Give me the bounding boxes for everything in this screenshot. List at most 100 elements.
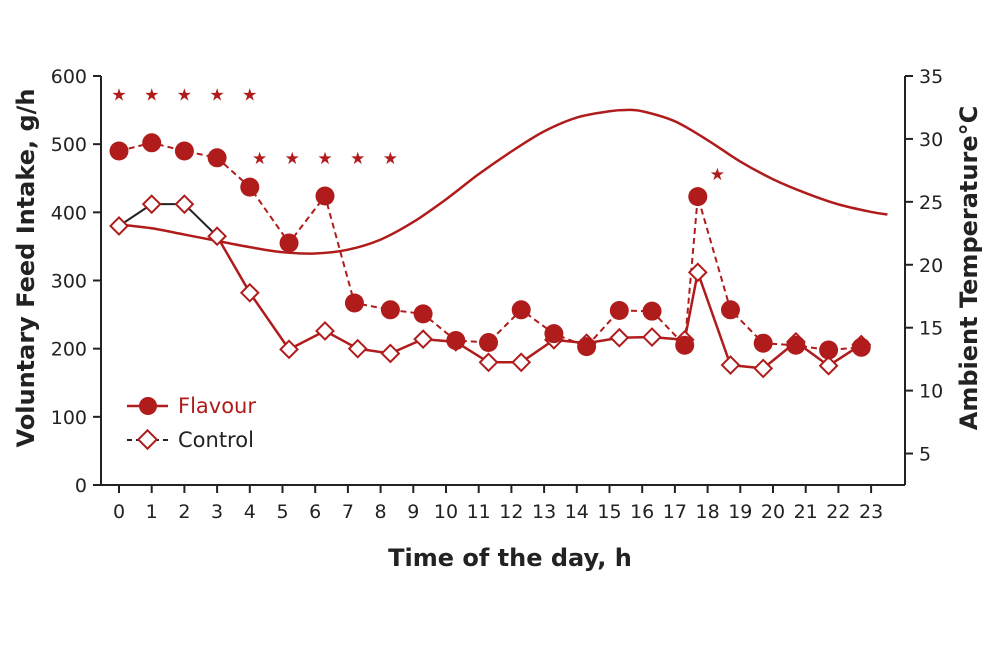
x-tick-label: 22 xyxy=(826,501,850,523)
legend-flavour-label: Flavour xyxy=(178,394,256,418)
control-point xyxy=(380,343,401,364)
x-tick-label: 0 xyxy=(113,501,125,523)
y-tick-label: 300 xyxy=(51,271,87,293)
flavour-point xyxy=(344,293,364,313)
significance-star: ★ xyxy=(177,85,192,105)
legend: Flavour Control xyxy=(127,394,256,452)
control-point xyxy=(347,338,368,359)
flavour-point xyxy=(413,304,433,324)
significance-star: ★ xyxy=(350,149,365,169)
flavour-point xyxy=(479,333,499,353)
y-tick-label: 400 xyxy=(51,202,87,224)
x-tick-label: 20 xyxy=(761,501,785,523)
control-point xyxy=(109,216,129,236)
flavour-point xyxy=(786,335,806,355)
flavour-point xyxy=(675,335,695,355)
control-point xyxy=(279,339,299,360)
x-tick-label: 14 xyxy=(565,501,589,523)
x-tick-label: 17 xyxy=(663,501,687,523)
flavour-point xyxy=(753,333,773,353)
significance-star: ★ xyxy=(710,165,725,185)
significance-star: ★ xyxy=(317,149,332,169)
flavour-point xyxy=(279,233,299,253)
y2-tick-label: 20 xyxy=(919,255,943,277)
flavour-point xyxy=(240,177,260,197)
significance-star: ★ xyxy=(242,85,257,105)
y-tick-label: 500 xyxy=(51,134,87,156)
control-point xyxy=(753,358,774,379)
flavour-point xyxy=(688,187,708,207)
x-tick-label: 18 xyxy=(696,501,720,523)
x-tick-label: 8 xyxy=(375,501,387,523)
x-tick-label: 2 xyxy=(178,501,190,523)
significance-markers: ★ ★ ★ ★ ★ ★ ★ ★ ★ ★ ★ xyxy=(111,85,725,185)
control-point xyxy=(511,352,532,373)
x-tick-label: 19 xyxy=(728,501,752,523)
flavour-point xyxy=(819,340,839,360)
x-tick-label: 3 xyxy=(211,501,223,523)
y2-tick-label: 30 xyxy=(919,129,943,151)
flavour-line xyxy=(118,141,862,352)
control-point xyxy=(687,262,708,283)
flavour-point xyxy=(446,330,466,350)
control-point xyxy=(478,352,499,373)
data-series xyxy=(109,133,872,379)
significance-star: ★ xyxy=(285,149,300,169)
control-point xyxy=(818,355,839,376)
control-point xyxy=(413,329,434,350)
legend-flavour-marker xyxy=(139,397,157,415)
flavour-point xyxy=(511,300,531,320)
temperature-series xyxy=(118,108,888,255)
legend-control-label: Control xyxy=(178,428,254,452)
y2-axis-title: Ambient Temperature°C xyxy=(955,106,983,430)
x-tick-label: 7 xyxy=(342,501,354,523)
significance-star: ★ xyxy=(252,149,267,169)
flavour-point xyxy=(720,300,740,320)
significance-star: ★ xyxy=(111,85,126,105)
x-tick-label: 1 xyxy=(146,501,158,523)
x-tick-label: 15 xyxy=(597,501,621,523)
significance-star: ★ xyxy=(209,85,224,105)
y2-tick-label: 10 xyxy=(919,381,943,403)
flavour-point xyxy=(174,141,194,161)
x-tick-label: 5 xyxy=(276,501,288,523)
y-axis-title: Voluntary Feed Intake, g/h xyxy=(12,89,40,448)
y2-tick-label: 25 xyxy=(919,192,943,214)
temperature-line xyxy=(118,108,888,255)
y2-tick-label: 5 xyxy=(919,444,931,466)
control-point xyxy=(642,327,662,347)
flavour-point xyxy=(207,148,227,168)
control-line-early xyxy=(118,203,218,237)
y-tick-label: 100 xyxy=(51,407,87,429)
control-point xyxy=(720,355,741,375)
x-tick-label: 10 xyxy=(434,501,458,523)
x-tick-label: 13 xyxy=(532,501,556,523)
control-point xyxy=(141,194,162,215)
x-tick-label: 16 xyxy=(630,501,654,523)
y2-tick-label: 15 xyxy=(919,318,943,340)
significance-star: ★ xyxy=(144,85,159,105)
flavour-point xyxy=(609,300,629,320)
y-tick-label: 200 xyxy=(51,339,87,361)
control-point xyxy=(315,321,335,341)
x-tick-label: 6 xyxy=(309,501,321,523)
y2-tick-label: 35 xyxy=(919,66,943,88)
control-point xyxy=(174,194,195,215)
x-tick-label: 9 xyxy=(407,501,419,523)
flavour-point xyxy=(380,300,400,320)
y-tick-label: 600 xyxy=(51,66,87,88)
flavour-point xyxy=(142,133,162,153)
significance-star: ★ xyxy=(383,149,398,169)
control-point xyxy=(239,282,260,303)
x-tick-label: 21 xyxy=(794,501,818,523)
x-axis-title: Time of the day, h xyxy=(388,544,632,572)
flavour-point xyxy=(851,337,871,357)
control-point xyxy=(207,226,228,247)
flavour-point xyxy=(109,141,129,161)
x-tick-label: 4 xyxy=(244,501,256,523)
legend-control-marker xyxy=(136,428,159,451)
x-tick-label: 11 xyxy=(467,501,491,523)
flavour-point xyxy=(577,337,597,357)
